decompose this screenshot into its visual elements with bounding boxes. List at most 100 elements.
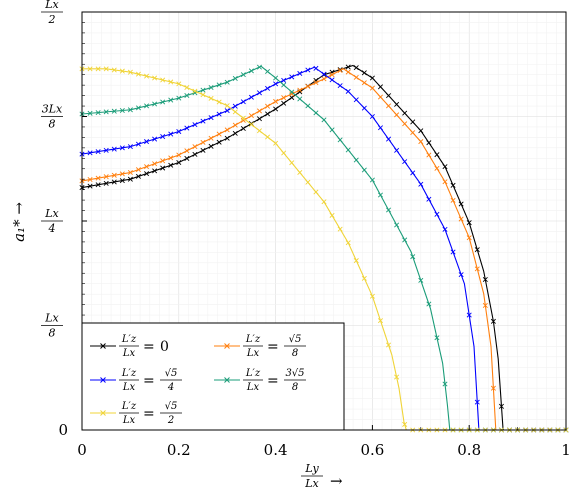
legend-equals: =	[267, 373, 279, 389]
series-marker	[369, 85, 375, 91]
plot-area	[79, 64, 569, 433]
series-marker	[168, 79, 174, 85]
series-marker	[265, 85, 271, 91]
series-marker	[498, 403, 504, 409]
series-marker	[321, 199, 327, 205]
series-marker	[87, 66, 93, 72]
series-marker	[442, 179, 448, 185]
series-marker	[265, 69, 271, 75]
series-marker	[281, 150, 287, 156]
series-marker	[160, 158, 166, 164]
series-marker	[289, 89, 295, 95]
series-marker	[394, 101, 400, 107]
series-marker	[321, 71, 327, 77]
legend-lhs-denominator: Lx	[246, 348, 260, 359]
legend-rhs-denominator: 8	[292, 348, 298, 359]
series-marker	[281, 100, 287, 106]
fraction-denominator: 8	[49, 327, 56, 340]
series-marker	[434, 165, 440, 171]
series-marker	[248, 94, 254, 100]
legend-lhs-denominator: Lx	[122, 382, 136, 393]
series-marker	[103, 66, 109, 72]
series-marker	[127, 144, 133, 150]
series-marker	[345, 147, 351, 153]
series-marker	[297, 70, 303, 76]
legend-rhs-numerator: √5	[289, 334, 302, 345]
series-marker	[329, 212, 335, 218]
series-marker	[434, 211, 440, 217]
series-marker	[402, 159, 408, 165]
legend-item: L′z Lx = 0	[90, 334, 169, 359]
series-marker	[418, 181, 424, 187]
series-marker	[176, 95, 182, 101]
series-marker	[176, 81, 182, 87]
fraction-numerator: Lx	[44, 0, 59, 11]
series-marker	[273, 140, 279, 146]
series-marker	[289, 95, 295, 101]
series-marker	[232, 122, 238, 128]
legend-rhs-denominator: 2	[167, 415, 174, 426]
series-marker	[176, 152, 182, 158]
series-marker	[305, 67, 311, 73]
series-marker	[426, 152, 432, 158]
series-marker	[224, 79, 230, 85]
series-marker	[345, 88, 351, 94]
legend-lhs-numerator: L′z	[245, 334, 261, 345]
series-marker	[386, 103, 392, 109]
series-marker	[184, 125, 190, 131]
series-marker	[184, 85, 190, 91]
series-marker	[450, 197, 456, 203]
series-marker	[216, 131, 222, 137]
x-axis-title-fraction: Ly Lx	[301, 462, 323, 490]
series-marker	[200, 147, 206, 153]
series-marker	[168, 97, 174, 103]
legend-rhs-denominator: 8	[292, 382, 298, 393]
series-marker	[402, 237, 408, 243]
series-marker	[273, 98, 279, 104]
legend-lhs-numerator: L′z	[245, 368, 261, 379]
fraction-numerator: Ly	[304, 462, 319, 475]
y-tick-label: Lx 2	[41, 0, 63, 26]
fraction-denominator: Lx	[304, 477, 319, 490]
series-marker	[474, 266, 480, 272]
y-tick-label: Lx 4	[41, 207, 63, 235]
series-marker	[103, 109, 109, 115]
series-3	[79, 64, 569, 433]
series-marker	[305, 103, 311, 109]
series-marker	[442, 226, 448, 232]
legend: L′z Lx = 0 L′z Lx = √5 8 L′z Lx = √5 4 L′z Lx = 3√5 8 L′z Lx…	[81, 322, 345, 431]
x-tick-label: 1	[561, 441, 571, 459]
legend-rhs-numerator: 3√5	[285, 368, 304, 379]
series-marker	[442, 164, 448, 170]
series-0	[79, 64, 569, 433]
series-marker	[353, 157, 359, 163]
series-marker	[135, 141, 141, 147]
series-marker	[305, 83, 311, 89]
series-marker	[95, 66, 101, 72]
series-marker	[297, 96, 303, 102]
series-marker	[353, 74, 359, 80]
series-marker	[232, 75, 238, 81]
series-marker	[127, 176, 133, 182]
x-tick-label: 0.2	[167, 441, 191, 459]
series-marker	[184, 148, 190, 154]
x-tick-label: 0.8	[457, 441, 481, 459]
series-marker	[240, 99, 246, 105]
series-marker	[168, 155, 174, 161]
legend-swatch-marker	[224, 343, 230, 349]
fraction-denominator: 2	[48, 13, 56, 26]
series-marker	[135, 173, 141, 179]
x-tick-label: 0.6	[360, 441, 384, 459]
series-marker	[256, 116, 262, 122]
series-marker	[152, 75, 158, 81]
series-marker	[200, 118, 206, 124]
series-marker	[474, 247, 480, 253]
series-marker	[119, 68, 125, 74]
series-marker	[111, 179, 117, 185]
series-marker	[152, 101, 158, 107]
series-marker	[369, 75, 375, 81]
series-marker	[224, 103, 230, 109]
legend-item: L′z Lx = 3√5 8	[214, 368, 306, 393]
series-marker	[402, 110, 408, 116]
